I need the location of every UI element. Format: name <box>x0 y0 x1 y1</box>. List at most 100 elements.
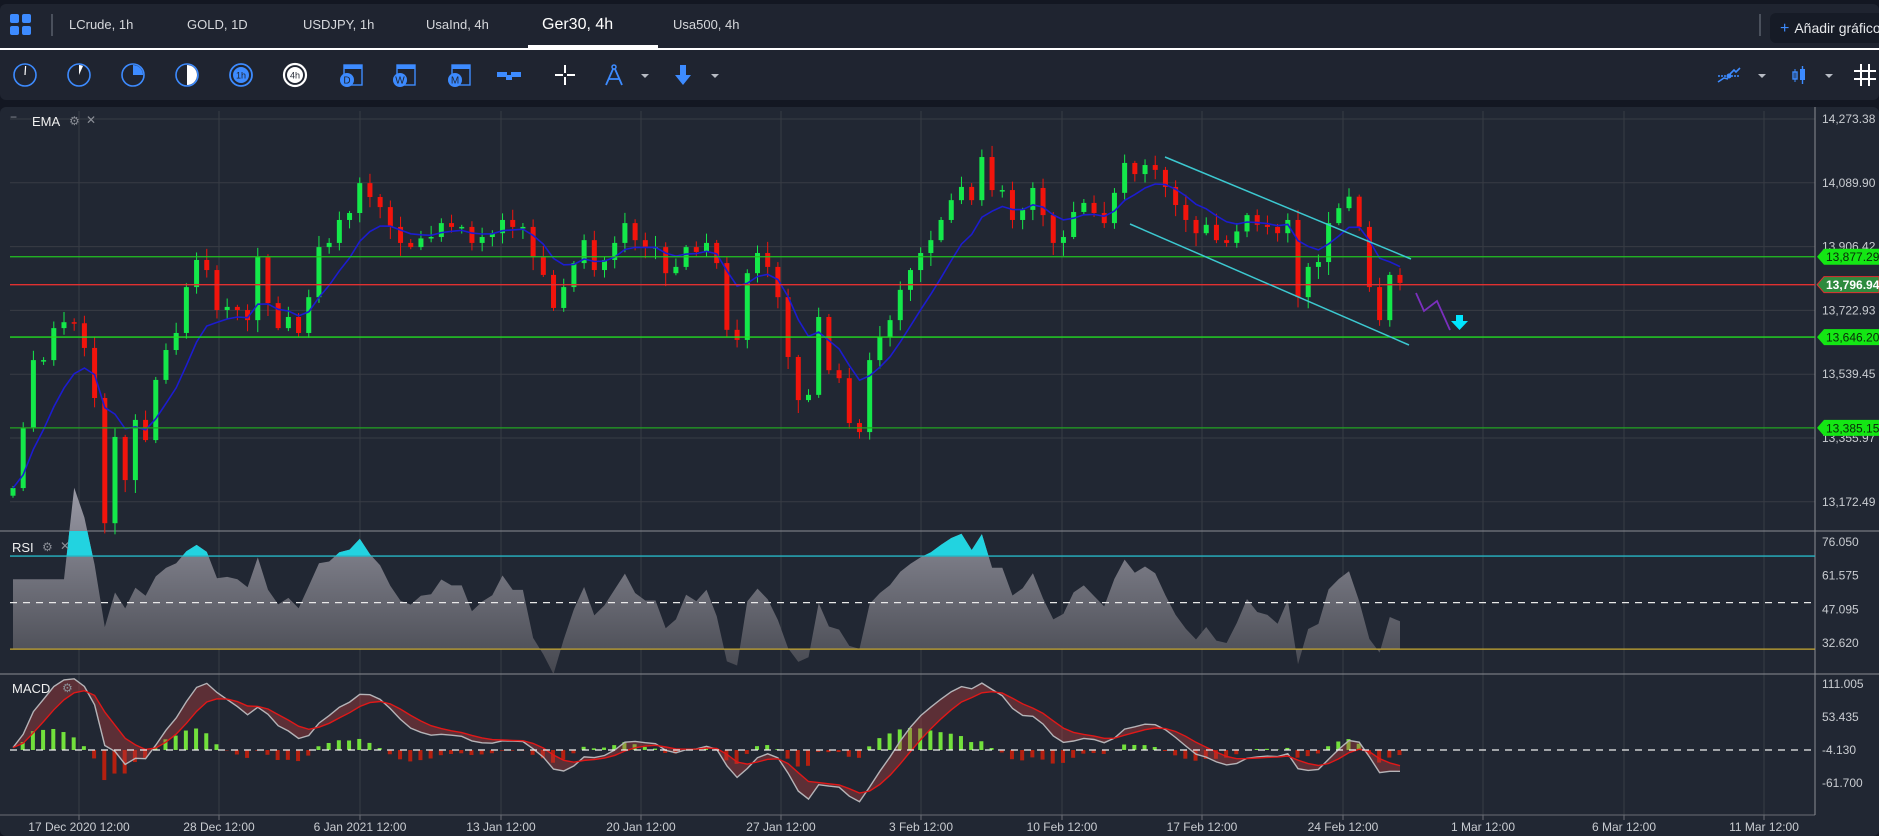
calendar-weekly-button[interactable]: W <box>391 62 417 88</box>
calendar-daily-button[interactable]: D <box>338 62 364 88</box>
candle-body <box>387 207 393 227</box>
calendar-monthly-button[interactable]: M <box>446 62 472 88</box>
candle-body <box>734 329 740 340</box>
macd-histogram-bar <box>296 750 301 762</box>
arrow-dropdown[interactable] <box>711 74 719 78</box>
candle <box>673 258 679 276</box>
tab-gold[interactable]: GOLD, 1D <box>187 17 248 32</box>
candle-body <box>1305 266 1311 298</box>
crosshair-icon[interactable] <box>552 62 578 88</box>
candle-body <box>785 297 791 357</box>
calendar-weekly-label: W <box>395 76 405 87</box>
tab-usa500[interactable]: Usa500, 4h <box>673 17 740 32</box>
candle-body <box>224 306 230 311</box>
tab-usaind[interactable]: UsaInd, 4h <box>426 17 489 32</box>
macd-histogram-bar <box>581 746 586 750</box>
macd-histogram-bar <box>398 750 403 760</box>
candle-body <box>1213 224 1219 241</box>
ema-settings-icon[interactable]: ⚙ <box>69 114 80 128</box>
clock-30m-icon[interactable] <box>174 62 200 88</box>
candle <box>1336 203 1342 226</box>
tab-lcrude[interactable]: LCrude, 1h <box>69 17 134 32</box>
macd-histogram-bar <box>234 750 239 755</box>
macd-histogram-bar <box>765 745 770 750</box>
candle-body <box>183 287 189 333</box>
timeframe-1h-button[interactable]: 1h <box>228 62 254 88</box>
candle-body <box>1254 215 1260 225</box>
candle-body <box>459 226 465 229</box>
candle <box>1081 199 1087 215</box>
candle <box>275 296 281 331</box>
candle <box>1346 188 1352 212</box>
candle-body <box>398 226 404 243</box>
price-axis-label: 13,172.49 <box>1822 495 1876 509</box>
macd-settings-icon[interactable]: ⚙ <box>62 681 73 695</box>
macd-histogram-bar <box>459 750 464 754</box>
candle <box>612 236 618 269</box>
grid-icon[interactable] <box>1852 62 1878 88</box>
candle-body <box>846 378 852 424</box>
indicators-icon[interactable] <box>1716 62 1742 88</box>
candle-body <box>163 350 169 380</box>
candle-body <box>245 310 251 321</box>
down-arrow-icon[interactable] <box>670 62 696 88</box>
candle-body <box>1326 223 1332 263</box>
candle <box>1009 181 1015 229</box>
candle-body <box>418 238 424 248</box>
macd-histogram-bar <box>897 729 902 750</box>
tab-usdjpy[interactable]: USDJPY, 1h <box>303 17 375 32</box>
horizontal-line-icon[interactable] <box>496 62 522 88</box>
macd-histogram-bar <box>1295 750 1300 758</box>
layout-grid-icon[interactable] <box>8 12 34 38</box>
candle-body <box>642 240 648 248</box>
compass-drawing-icon[interactable] <box>601 62 627 88</box>
macd-histogram-bar <box>214 744 219 750</box>
timeframe-1h-label: 1h <box>236 71 246 81</box>
macd-histogram-bar <box>449 750 454 754</box>
rsi-close-icon[interactable]: ✕ <box>60 539 71 553</box>
tab-ger30[interactable]: Ger30, 4h <box>528 4 658 48</box>
macd-histogram-bar <box>1060 750 1065 763</box>
macd-histogram-bar <box>122 750 127 774</box>
macd-histogram-bar <box>958 736 963 750</box>
candle-type-dropdown[interactable] <box>1825 74 1833 78</box>
candle <box>153 376 159 444</box>
clock-5m-icon[interactable] <box>66 62 92 88</box>
macd-histogram-bar <box>81 746 86 750</box>
candle <box>214 265 220 319</box>
candle-body <box>194 259 200 288</box>
candle <box>1122 154 1128 200</box>
clock-15m-icon[interactable] <box>120 62 146 88</box>
candle <box>1142 159 1148 183</box>
chart-toolbar: 1h 4h D W M <box>0 50 1879 100</box>
ema-close-icon[interactable]: ✕ <box>86 113 97 127</box>
candle <box>663 242 669 287</box>
indicators-dropdown[interactable] <box>1758 74 1766 78</box>
candle-body <box>1040 187 1046 216</box>
macd-histogram-bar <box>1326 746 1331 750</box>
clock-1m-icon[interactable] <box>12 62 38 88</box>
candle-body <box>1315 262 1321 267</box>
candle <box>438 218 444 242</box>
macd-histogram-bar <box>1224 750 1229 758</box>
macd-axis-label: -61.700 <box>1822 776 1863 790</box>
candle-body <box>877 337 883 361</box>
candle-body <box>92 347 98 399</box>
candle <box>1101 201 1107 228</box>
macd-histogram-bar <box>969 742 974 750</box>
drawing-dropdown[interactable] <box>641 74 649 78</box>
candle-body <box>969 186 975 201</box>
candle-body <box>71 322 77 324</box>
macd-histogram-bar <box>1183 750 1188 759</box>
rsi-settings-icon[interactable]: ⚙ <box>42 540 53 554</box>
timeframe-4h-button[interactable]: 4h <box>282 62 308 88</box>
collapse-pane-icon[interactable]: − <box>10 110 18 124</box>
candle-type-icon[interactable] <box>1786 62 1812 88</box>
macd-histogram-bar <box>551 750 556 763</box>
add-chart-button[interactable]: + Añadir gráfico <box>1770 13 1879 43</box>
candle <box>785 288 791 370</box>
candle <box>367 173 373 208</box>
macd-histogram-bar <box>489 750 494 754</box>
candle <box>877 326 883 369</box>
